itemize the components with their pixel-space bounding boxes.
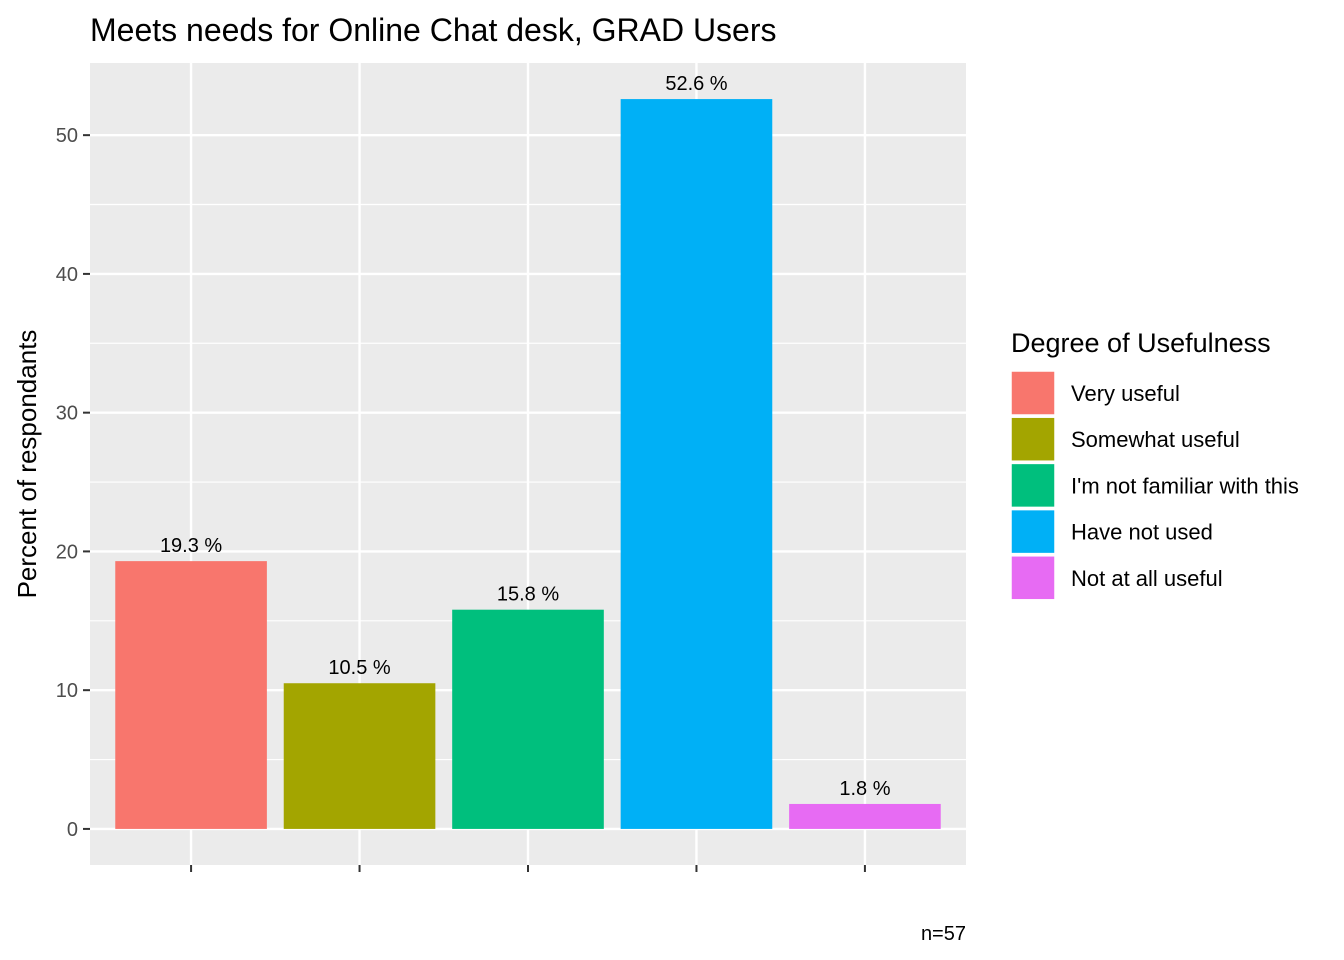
bar-2	[283, 683, 436, 829]
legend-label: Somewhat useful	[1071, 427, 1240, 452]
bar-5	[789, 803, 941, 829]
chart-title: Meets needs for Online Chat desk, GRAD U…	[90, 12, 777, 48]
x-axis-ticks	[190, 865, 866, 872]
legend-swatch	[1010, 508, 1056, 555]
sample-size-caption: n=57	[921, 923, 966, 945]
bar-value-label: 15.8 %	[497, 584, 559, 606]
legend-items: Very useful Somewhat useful I'm not famili…	[1010, 370, 1299, 601]
y-axis-label: Percent of respondants	[12, 330, 42, 599]
bar-1	[115, 561, 267, 829]
legend-label: Have not used	[1071, 520, 1213, 545]
legend: Degree of Usefulness Very useful Somewhat…	[1010, 328, 1299, 601]
y-tick-label: 50	[56, 125, 78, 147]
y-tick-label: 0	[67, 819, 78, 841]
bar-value-label: 19.3 %	[160, 535, 222, 557]
legend-label: Not at all useful	[1071, 566, 1223, 591]
y-tick-label: 30	[56, 403, 78, 425]
legend-swatch	[1010, 416, 1056, 462]
bars	[115, 99, 941, 829]
y-axis: 0 10 20 30 40 50	[56, 125, 90, 841]
bar-value-labels: 19.3 % 10.5 % 15.8 % 52.6 % 1.8 %	[160, 73, 891, 800]
bar-value-label: 52.6 %	[665, 73, 727, 95]
legend-label: I'm not familiar with this	[1071, 473, 1299, 498]
y-tick-label: 10	[56, 680, 78, 702]
bar-value-label: 1.8 %	[839, 778, 890, 800]
bar-value-label: 10.5 %	[328, 657, 390, 679]
bar-3	[452, 609, 604, 829]
legend-swatch	[1010, 555, 1056, 601]
legend-label: Very useful	[1071, 381, 1180, 406]
y-tick-label: 20	[56, 541, 78, 563]
bar-4	[620, 99, 773, 829]
y-tick-label: 40	[56, 264, 78, 286]
legend-swatch	[1010, 462, 1056, 509]
legend-swatch	[1010, 370, 1056, 416]
legend-title: Degree of Usefulness	[1011, 328, 1271, 358]
